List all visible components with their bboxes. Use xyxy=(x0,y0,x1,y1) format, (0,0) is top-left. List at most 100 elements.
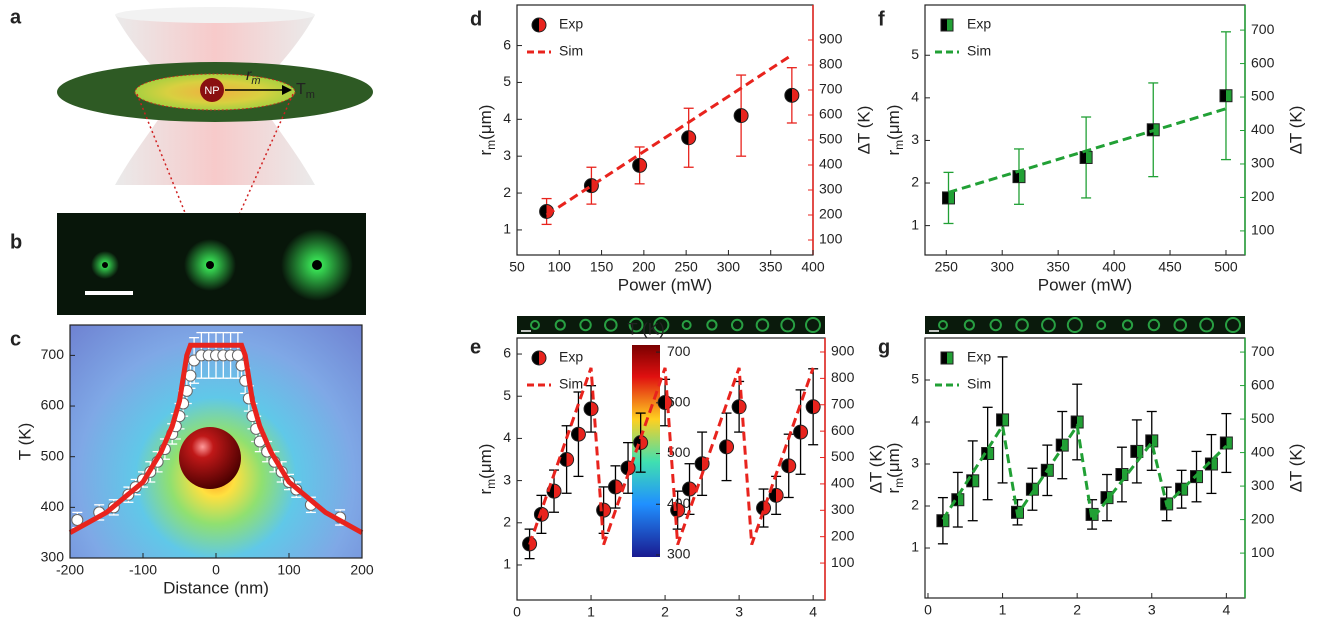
axis-label-sub: m xyxy=(484,140,498,150)
strip-spot xyxy=(628,317,644,333)
temp-label: Tm xyxy=(296,81,315,101)
legend-label: Exp xyxy=(967,16,991,32)
radius-label: rm xyxy=(246,67,261,87)
y2-tick-label: 600 xyxy=(831,422,855,438)
y2-tick-label: 200 xyxy=(831,527,855,543)
legend-marker xyxy=(940,18,954,32)
strip-spot xyxy=(938,320,948,330)
data-point xyxy=(596,502,612,518)
beam-top xyxy=(115,7,315,23)
legend-label: Exp xyxy=(559,349,583,365)
y-tick-label: 300 xyxy=(41,549,65,565)
y2-tick-label: 100 xyxy=(1251,222,1275,238)
y-tick-label: 5 xyxy=(911,46,919,62)
y-tick-label: 400 xyxy=(41,498,65,514)
y2-tick-label: 600 xyxy=(1251,376,1275,392)
data-point xyxy=(670,502,686,518)
sim-line xyxy=(941,421,1228,524)
y2-tick-label: 500 xyxy=(831,448,855,464)
x-tick-label: 450 xyxy=(1158,259,1182,275)
y2-tick-label: 300 xyxy=(831,501,855,517)
x-tick-label: 3 xyxy=(1148,602,1156,618)
colorbar-tick-label: 300 xyxy=(667,546,691,562)
x-tick-label: 400 xyxy=(801,259,825,275)
strip-spot xyxy=(730,318,744,332)
data-point xyxy=(607,479,623,495)
data-point xyxy=(941,191,955,205)
data-point xyxy=(731,399,747,415)
sim-line xyxy=(948,107,1227,194)
legend-label: Sim xyxy=(559,376,583,392)
sim-line xyxy=(528,367,815,546)
y2-tick-label: 400 xyxy=(1251,121,1275,137)
y-tick-label: 3 xyxy=(503,471,511,487)
data-point xyxy=(936,514,950,528)
axis-label-sub: m xyxy=(484,479,498,489)
sim-line xyxy=(545,53,793,217)
strip-image xyxy=(925,316,1245,334)
y-tick-label: 2 xyxy=(911,497,919,513)
y2-tick-label: 900 xyxy=(831,343,855,359)
y-tick-label: 500 xyxy=(41,447,65,463)
data-point xyxy=(1204,457,1218,471)
axis-label-rest: (μm) xyxy=(884,443,903,478)
y2-tick-label: 300 xyxy=(819,181,843,197)
axis-label-rest: (μm) xyxy=(884,105,903,140)
x-tick-label: 0 xyxy=(513,604,521,618)
axis-label-main: r xyxy=(476,149,495,155)
x-tick-label: 300 xyxy=(991,259,1015,275)
x-tick-label: 250 xyxy=(935,259,959,275)
x-tick-label: 300 xyxy=(717,259,741,275)
y2-tick-label: 700 xyxy=(831,395,855,411)
panel-label: e xyxy=(470,336,481,358)
spot-core xyxy=(312,260,322,270)
panel-label: a xyxy=(10,6,22,28)
legend-marker xyxy=(940,351,954,365)
axis-label: ΔT (K) xyxy=(866,445,885,494)
x-tick-label: 50 xyxy=(509,259,525,275)
axis-label-rest: (μm) xyxy=(476,444,495,479)
x-tick-label: 350 xyxy=(759,259,783,275)
axis-label: ΔT (K) xyxy=(1286,444,1305,493)
x-tick-label: 500 xyxy=(1214,259,1238,275)
y-tick-label: 700 xyxy=(41,346,65,362)
y2-tick-label: 400 xyxy=(831,475,855,491)
x-tick-label: 4 xyxy=(809,604,817,618)
x-tick-label: 350 xyxy=(1046,259,1070,275)
y-tick-label: 1 xyxy=(503,221,511,237)
strip-spot xyxy=(963,319,975,331)
data-point xyxy=(71,514,84,527)
legend-label: Exp xyxy=(967,349,991,365)
sim-line xyxy=(68,342,364,535)
x-tick-label: 4 xyxy=(1222,602,1230,618)
legend-marker xyxy=(531,17,547,33)
data-point xyxy=(1219,436,1233,450)
data-point xyxy=(682,481,698,497)
x-tick-label: 100 xyxy=(277,562,301,578)
y-tick-label: 1 xyxy=(503,556,511,572)
y-tick-label: 4 xyxy=(503,110,511,126)
strip-spot xyxy=(989,318,1002,332)
x-tick-label: 100 xyxy=(548,259,572,275)
y2-tick-label: 100 xyxy=(1251,544,1275,560)
x-tick-label: 0 xyxy=(924,602,932,618)
y-tick-label: 600 xyxy=(41,397,65,413)
strip-spot xyxy=(1041,317,1056,333)
y-tick-label: 1 xyxy=(911,539,919,555)
strip-spot xyxy=(706,319,718,331)
y-tick-label: 2 xyxy=(503,184,511,200)
spot-core xyxy=(206,261,214,269)
axis-label: Power (mW) xyxy=(618,275,712,294)
x-tick-label: 2 xyxy=(1073,602,1081,618)
radius-sub: m xyxy=(251,75,260,87)
strip-image xyxy=(517,316,825,334)
legend-label: Sim xyxy=(967,376,991,392)
axis-label: rm(μm) xyxy=(476,444,498,495)
strip-spot xyxy=(1225,317,1241,333)
strip-spot xyxy=(1121,319,1134,331)
strip-spot xyxy=(780,317,796,333)
axis-label-rest: (μm) xyxy=(476,105,495,140)
legend-label: Sim xyxy=(967,43,991,59)
